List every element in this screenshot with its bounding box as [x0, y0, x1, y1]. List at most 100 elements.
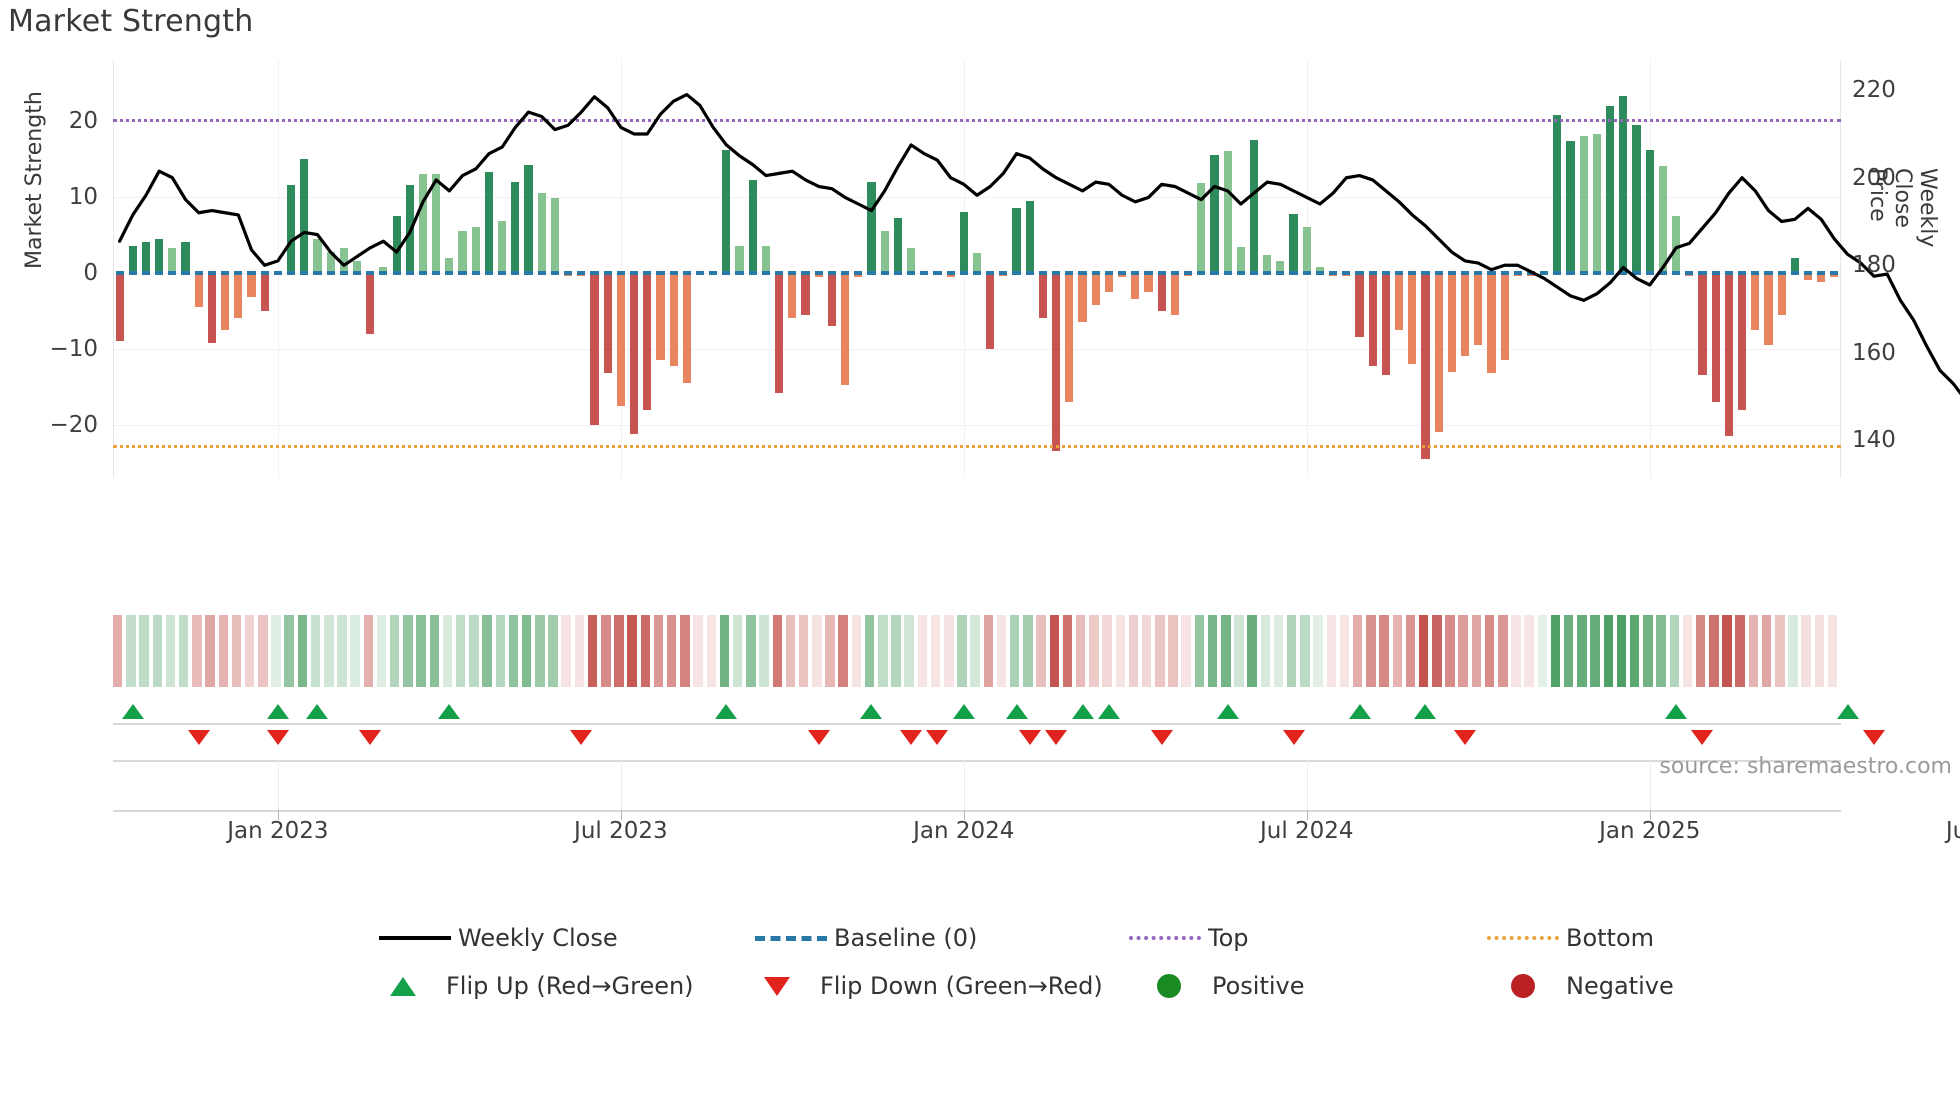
legend-item[interactable]: Bottom — [1480, 915, 1654, 961]
legend-item[interactable]: Baseline (0) — [748, 915, 977, 961]
heatmap-cell — [732, 615, 743, 687]
x-axis-tick-label: Jan 2023 — [227, 818, 329, 844]
baseline-segment — [379, 270, 388, 275]
heatmap-cell — [627, 615, 637, 687]
strength-bar — [260, 272, 269, 311]
left-axis-tick-label: −10 — [49, 335, 98, 362]
strength-bar — [1474, 272, 1483, 345]
baseline-segment — [1632, 270, 1641, 275]
heatmap-cell — [258, 615, 268, 687]
tri-up-green-glyph — [390, 976, 416, 996]
strength-bar — [115, 272, 124, 342]
reference-line-bottom — [113, 444, 1841, 448]
strength-bar — [986, 272, 995, 349]
baseline-segment — [392, 270, 401, 275]
strength-bar — [1724, 272, 1733, 437]
flip-down-marker — [926, 730, 949, 745]
baseline-segment — [1658, 270, 1667, 275]
strength-bar — [1632, 124, 1641, 273]
legend-item-label: Positive — [1212, 972, 1305, 1000]
flip-up-marker — [860, 704, 883, 719]
baseline-segment — [1830, 270, 1839, 275]
heatmap-cell — [231, 615, 242, 687]
baseline-segment — [498, 270, 507, 275]
baseline-segment — [1091, 270, 1100, 275]
baseline-segment — [563, 270, 573, 275]
baseline-segment — [1737, 270, 1747, 275]
baseline-segment — [1500, 270, 1509, 275]
flip-axis-line — [113, 723, 1841, 725]
legend-item[interactable]: Flip Up (Red→Green) — [360, 963, 694, 1009]
baseline-segment — [1210, 270, 1219, 275]
heatmap-cell — [904, 615, 914, 687]
heatmap-cell — [1524, 615, 1534, 687]
flip-down-marker — [807, 730, 830, 745]
baseline-segment — [590, 270, 599, 275]
baseline-segment — [1645, 270, 1654, 275]
baseline-segment — [616, 270, 625, 275]
flip-up-marker — [1216, 704, 1239, 719]
heatmap-cell — [1643, 615, 1653, 687]
vertical-gridline — [277, 60, 279, 478]
baseline-segment — [352, 270, 362, 275]
baseline-segment — [1025, 270, 1034, 275]
heatmap-cell — [667, 615, 677, 687]
strength-bar — [1078, 272, 1087, 323]
heatmap-cell — [429, 615, 440, 687]
heatmap-cell — [390, 615, 400, 687]
baseline-segment — [247, 270, 256, 275]
baseline-segment — [1329, 270, 1338, 275]
strength-bar — [1777, 272, 1786, 315]
heatmap-cell — [1498, 615, 1508, 687]
flip-down-marker — [900, 730, 923, 745]
baseline-segment — [999, 270, 1008, 275]
strength-bar — [1553, 114, 1562, 273]
heatmap-cell — [1181, 615, 1191, 687]
flip-markers-panel — [113, 694, 1885, 752]
strength-bar — [194, 272, 203, 307]
x-tick-gridline — [1306, 760, 1308, 812]
heatmap-cell — [284, 615, 294, 687]
left-axis-label: Market Strength — [22, 91, 47, 269]
heatmap-cell — [680, 615, 690, 687]
flip-down-marker — [1018, 730, 1041, 745]
dot-purple-glyph — [1129, 936, 1201, 940]
heatmap-cell — [759, 615, 769, 687]
baseline-segment — [1302, 270, 1311, 275]
heatmap-cell — [1748, 615, 1759, 687]
baseline-segment — [841, 270, 850, 275]
right-axis-tick-label: 140 — [1852, 427, 1896, 454]
heatmap-cell — [970, 615, 980, 687]
legend-item-label: Flip Down (Green→Red) — [820, 972, 1103, 1000]
baseline-segment — [234, 270, 243, 275]
flip-up-marker — [1071, 704, 1094, 719]
heatmap-cell — [495, 615, 506, 687]
heatmap-cell — [469, 615, 479, 687]
heatmap-cell — [798, 615, 809, 687]
legend-item[interactable]: Negative — [1480, 963, 1674, 1009]
legend-item[interactable]: Positive — [1126, 963, 1305, 1009]
legend-item[interactable]: Weekly Close — [372, 915, 618, 961]
heatmap-cell — [1141, 615, 1152, 687]
heatmap-cell — [561, 615, 571, 687]
heatmap-cell — [244, 615, 255, 687]
reference-line-top — [113, 119, 1841, 123]
heatmap-cell — [1418, 615, 1429, 687]
flip-up-marker — [1665, 704, 1688, 719]
baseline-segment — [920, 270, 929, 275]
heatmap-cell — [1300, 615, 1310, 687]
heatmap-cell — [851, 615, 862, 687]
baseline-segment — [524, 270, 533, 275]
flip-down-marker — [570, 730, 593, 745]
axis-band-top-line — [113, 760, 1841, 762]
baseline-segment — [603, 270, 612, 275]
line-black-glyph — [379, 936, 451, 940]
heatmap-cell — [1775, 615, 1785, 687]
left-axis-tick-label: 0 — [83, 259, 98, 286]
strength-bar — [1263, 254, 1272, 273]
legend-item[interactable]: Top — [1122, 915, 1249, 961]
legend-item[interactable]: Flip Down (Green→Red) — [734, 963, 1103, 1009]
heatmap-cell — [574, 615, 585, 687]
strength-bar — [643, 272, 652, 410]
heatmap-cell — [772, 615, 783, 687]
